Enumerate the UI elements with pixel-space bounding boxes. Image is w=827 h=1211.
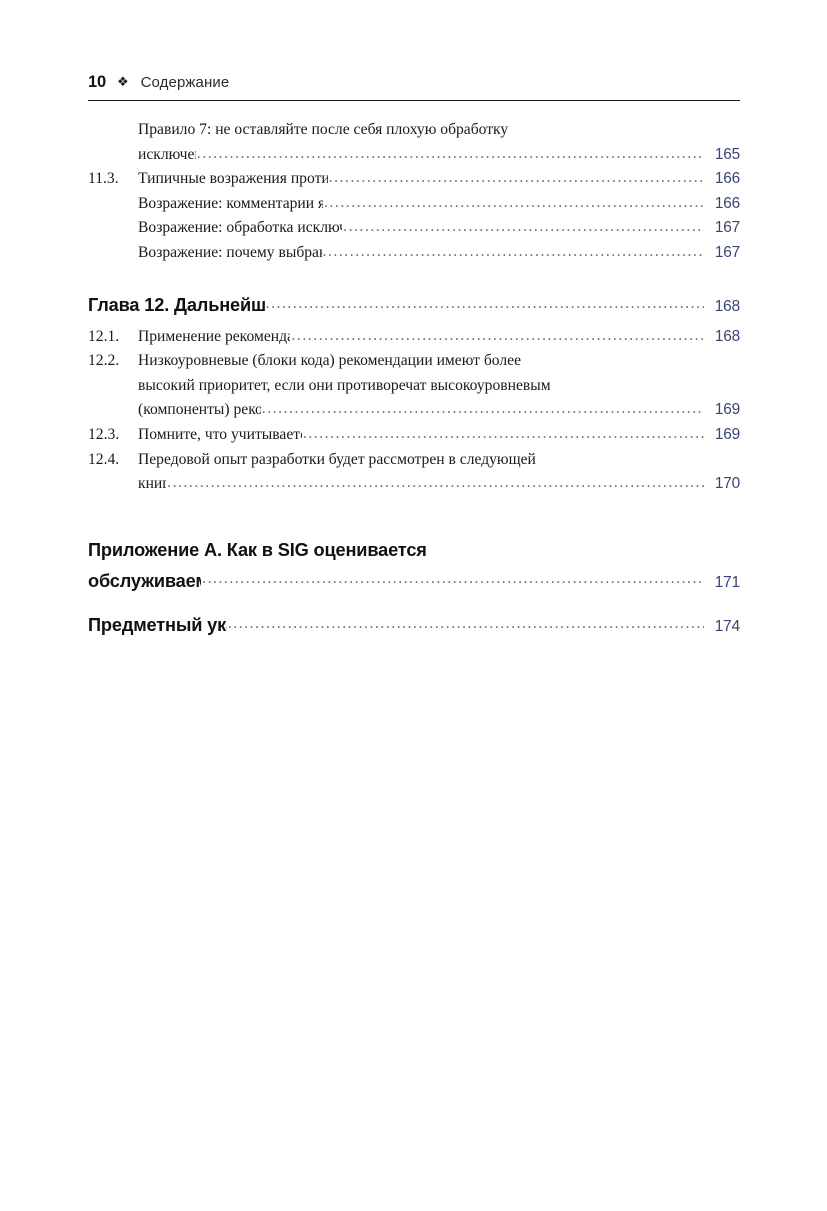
toc-entry-last-line: Глава 12. Дальнейшие действия...........… xyxy=(88,292,740,320)
toc-entry-last-line: Применение рекомендаций на практике.....… xyxy=(138,325,740,350)
toc-dot-leader: ........................................… xyxy=(328,169,704,187)
toc-dot-leader: ........................................… xyxy=(323,193,704,211)
toc-entry-last-line: Типичные возражения против написания чис… xyxy=(138,167,740,192)
toc-dot-leader: ........................................… xyxy=(322,242,704,260)
toc-entry-label: Возражение: почему выбраны именно эти пр… xyxy=(138,243,322,261)
toc-page-number[interactable]: 174 xyxy=(714,617,741,635)
four-diamond-ornament-icon: ❖ xyxy=(116,74,129,89)
toc-entry-body: Правило 7: не оставляйте после себя плох… xyxy=(138,118,740,167)
toc-entry-chapter[interactable]: Глава 12. Дальнейшие действия...........… xyxy=(88,292,740,320)
toc-entry-section[interactable]: 12.4. Передовой опыт разработки будет рас… xyxy=(88,448,740,497)
toc-entry-body: Типичные возражения против написания чис… xyxy=(138,167,740,192)
toc-dot-leader: ........................................… xyxy=(265,294,704,312)
header-rule-divider xyxy=(88,100,740,101)
toc-dot-leader: ........................................… xyxy=(291,326,704,344)
toc-entry-wrapped-line: Передовой опыт разработки будет рассмотр… xyxy=(138,450,536,468)
toc-entry-last-line: книге ..................................… xyxy=(138,472,740,497)
toc-entry-number: 12.4. xyxy=(88,450,120,468)
toc-page-number[interactable]: 170 xyxy=(714,475,740,493)
toc-entry-section[interactable]: 11.3. Типичные возражения против написани… xyxy=(88,167,740,192)
toc-entry-body: Возражение: обработка исключений увеличи… xyxy=(138,216,740,241)
toc-entry-sub[interactable]: Возражение: комментарии являются докумен… xyxy=(88,192,740,217)
toc-entry-body: Глава 12. Дальнейшие действия...........… xyxy=(88,292,740,320)
toc-page-number[interactable]: 166 xyxy=(714,194,740,212)
toc-entry-last-line: Предметный указатель....................… xyxy=(88,612,740,640)
toc-entry-label: Глава 12. Дальнейшие действия xyxy=(88,294,265,315)
toc-page-number[interactable]: 167 xyxy=(714,243,740,261)
toc-entry-wrapped-line: высокий приоритет, если они противоречат… xyxy=(138,376,551,394)
toc-entry-last-line: Возражение: почему выбраны именно эти пр… xyxy=(138,241,740,266)
toc-entry-label: Возражение: обработка исключений увеличи… xyxy=(138,219,342,237)
toc-page-number[interactable]: 169 xyxy=(714,425,740,443)
toc-dot-leader: ........................................… xyxy=(227,614,704,632)
toc-entry-body: Передовой опыт разработки будет рассмотр… xyxy=(138,448,740,497)
toc-entry-body: Низкоуровневые (блоки кода) рекомендации… xyxy=(138,349,740,423)
toc-entry-label: Помните, что учитывается каждое действие xyxy=(138,425,302,443)
toc-entry-wrapped-line: Правило 7: не оставляйте после себя плох… xyxy=(138,121,509,138)
table-of-contents: Правило 7: не оставляйте после себя плох… xyxy=(88,118,740,640)
toc-entry-sub[interactable]: Возражение: обработка исключений увеличи… xyxy=(88,216,740,241)
toc-entry-wrapped-line: Низкоуровневые (блоки кода) рекомендации… xyxy=(138,352,522,370)
toc-entry-section[interactable]: 12.3. Помните, что учитывается каждое дей… xyxy=(88,423,740,448)
toc-entry-last-line: исключений..............................… xyxy=(138,143,740,168)
toc-page-number[interactable]: 167 xyxy=(714,219,740,237)
toc-entry-label: исключений xyxy=(138,145,196,163)
toc-entry-last-line: обслуживаемость.........................… xyxy=(88,566,740,598)
toc-entry-number: 12.3. xyxy=(88,425,120,443)
toc-page-number[interactable]: 168 xyxy=(714,327,740,345)
toc-entry-label: Возражение: комментарии являются докумен… xyxy=(138,194,323,212)
toc-entry-last-line: Помните, что учитывается каждое действие… xyxy=(138,423,740,448)
page-folio-number: 10 xyxy=(88,73,106,91)
toc-page-number[interactable]: 169 xyxy=(714,401,740,419)
toc-dot-leader: ........................................… xyxy=(202,569,704,587)
toc-entry-body: Приложение А. Как в SIG оценивается обслу… xyxy=(88,535,740,598)
toc-entry-last-line: Возражение: комментарии являются докумен… xyxy=(138,192,740,217)
toc-dot-leader: ........................................… xyxy=(167,474,704,492)
toc-dot-leader: ........................................… xyxy=(196,144,704,162)
toc-page-number[interactable]: 165 xyxy=(714,145,740,163)
toc-entry-label: (компоненты) рекомендациям xyxy=(138,401,261,419)
toc-entry-wrapped-line: Приложение А. Как в SIG оценивается xyxy=(88,539,427,560)
toc-dot-leader: ........................................… xyxy=(261,400,704,418)
running-header: 10 ❖ Содержание xyxy=(88,73,740,92)
toc-entry-last-line: (компоненты) рекомендациям..............… xyxy=(138,398,740,423)
toc-entry-sub[interactable]: Правило 7: не оставляйте после себя плох… xyxy=(88,118,740,167)
toc-entry-sub[interactable]: Возражение: почему выбраны именно эти пр… xyxy=(88,241,740,266)
toc-page-number[interactable]: 166 xyxy=(714,170,740,188)
toc-entry-label: Предметный указатель xyxy=(88,614,227,635)
toc-dot-leader: ........................................… xyxy=(302,424,704,442)
toc-dot-leader: ........................................… xyxy=(343,218,704,236)
toc-entry-appendix[interactable]: Приложение А. Как в SIG оценивается обслу… xyxy=(88,535,740,598)
toc-entry-body: Предметный указатель....................… xyxy=(88,612,740,640)
toc-entry-label: Применение рекомендаций на практике xyxy=(138,327,290,345)
toc-entry-index[interactable]: Предметный указатель....................… xyxy=(88,612,740,640)
toc-entry-label: обслуживаемость xyxy=(88,570,201,591)
toc-entry-body: Помните, что учитывается каждое действие… xyxy=(138,423,740,448)
toc-entry-last-line: Возражение: обработка исключений увеличи… xyxy=(138,216,740,241)
toc-entry-label: Типичные возражения против написания чис… xyxy=(138,170,328,188)
toc-entry-number: 11.3. xyxy=(88,170,119,188)
toc-entry-section[interactable]: 12.2. Низкоуровневые (блоки кода) рекомен… xyxy=(88,349,740,423)
toc-entry-number: 12.1. xyxy=(88,327,120,345)
toc-entry-body: Возражение: почему выбраны именно эти пр… xyxy=(138,241,740,266)
toc-page-number[interactable]: 168 xyxy=(714,297,741,315)
toc-page-number[interactable]: 171 xyxy=(714,573,741,591)
toc-entry-section[interactable]: 12.1. Применение рекомендаций на практике… xyxy=(88,325,740,350)
toc-entry-number: 12.2. xyxy=(88,352,120,370)
running-header-title: Содержание xyxy=(140,74,230,91)
toc-entry-body: Применение рекомендаций на практике.....… xyxy=(138,325,740,350)
toc-entry-label: книге xyxy=(138,475,167,493)
toc-entry-body: Возражение: комментарии являются докумен… xyxy=(138,192,740,217)
